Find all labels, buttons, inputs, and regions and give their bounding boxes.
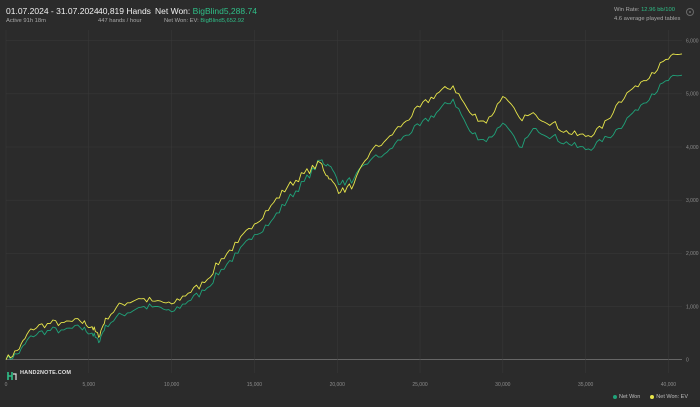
x-tick-label: 35,000 (578, 382, 594, 388)
legend-label: Net Won: EV (656, 394, 688, 400)
net-won-block: Net Won: BigBlind5,288.74 Net Won: EV: B… (155, 6, 257, 25)
x-tick-label: 40,000 (661, 382, 677, 388)
y-tick-label: 4,000 (686, 145, 699, 151)
date-block: 01.07.2024 - 31.07.2024 Active 91h 18m (6, 6, 99, 25)
y-tick-label: 1,000 (686, 304, 699, 310)
net-won-ev-value: BigBlind5,652.92 (200, 18, 245, 24)
y-axis: 0 1,000 2,000 3,000 4,000 5,000 6,000 (686, 38, 699, 363)
legend-dot-icon (613, 395, 617, 399)
hand2note-logo: HAND2NOTE.COM (7, 368, 72, 380)
hands-block: 40,819 Hands 447 hands / hour (98, 6, 151, 25)
settings-gear-icon[interactable] (686, 8, 694, 16)
logo-text: HAND2NOTE.COM (20, 370, 72, 376)
chart-lines (5, 53, 683, 360)
chart-grid (5, 30, 682, 373)
logo-icon (7, 368, 17, 380)
win-rate-value: 12.96 bb/100 (641, 7, 675, 13)
chart-header: 01.07.2024 - 31.07.2024 Active 91h 18m 4… (0, 0, 700, 30)
x-tick-label: 20,000 (330, 382, 346, 388)
active-time: Active 91h 18m (6, 18, 46, 24)
chart-legend: Net Won Net Won: EV (613, 394, 688, 400)
x-tick-label: 15,000 (247, 382, 263, 388)
x-axis: 0 5,000 10,000 15,000 20,000 25,000 30,000 35,0… (5, 382, 677, 388)
y-tick-label: 5,000 (686, 92, 699, 98)
x-tick-label: 25,000 (412, 382, 428, 388)
x-tick-label: 30,000 (495, 382, 511, 388)
legend-item-net-won-ev[interactable]: Net Won: EV (650, 394, 688, 400)
legend-item-net-won[interactable]: Net Won (613, 394, 640, 400)
y-tick-label: 3,000 (686, 198, 699, 204)
x-tick-label: 5,000 (83, 382, 96, 388)
y-tick-label: 2,000 (686, 251, 699, 257)
date-range: 01.07.2024 - 31.07.2024 (6, 6, 99, 16)
hands-count: 40,819 Hands (98, 6, 151, 16)
series-line-net-won (5, 74, 683, 360)
legend-label: Net Won (619, 394, 641, 400)
x-tick-label: 10,000 (164, 382, 180, 388)
x-tick-label: 0 (5, 382, 8, 388)
win-rate: Win Rate: 12.96 bb/100 (614, 6, 680, 14)
series-line-net-won-ev (5, 53, 683, 360)
net-won-ev: Net Won: EV: BigBlind5,652.92 (164, 17, 257, 25)
hands-rate: 447 hands / hour (98, 18, 142, 24)
win-rate-block: Win Rate: 12.96 bb/100 4.6 average playe… (614, 6, 680, 23)
y-tick-label: 6,000 (686, 38, 699, 44)
net-won-value: BigBlind5,288.74 (192, 6, 257, 16)
net-won: Net Won: BigBlind5,288.74 (155, 6, 257, 16)
y-tick-label: 0 (686, 358, 689, 364)
tables-info: 4.6 average played tables (614, 16, 681, 22)
legend-dot-icon (650, 395, 655, 399)
win-rate-label: Win Rate: (614, 7, 640, 13)
net-won-ev-label: Net Won: EV: (164, 18, 199, 24)
net-won-label: Net Won: (155, 6, 191, 16)
